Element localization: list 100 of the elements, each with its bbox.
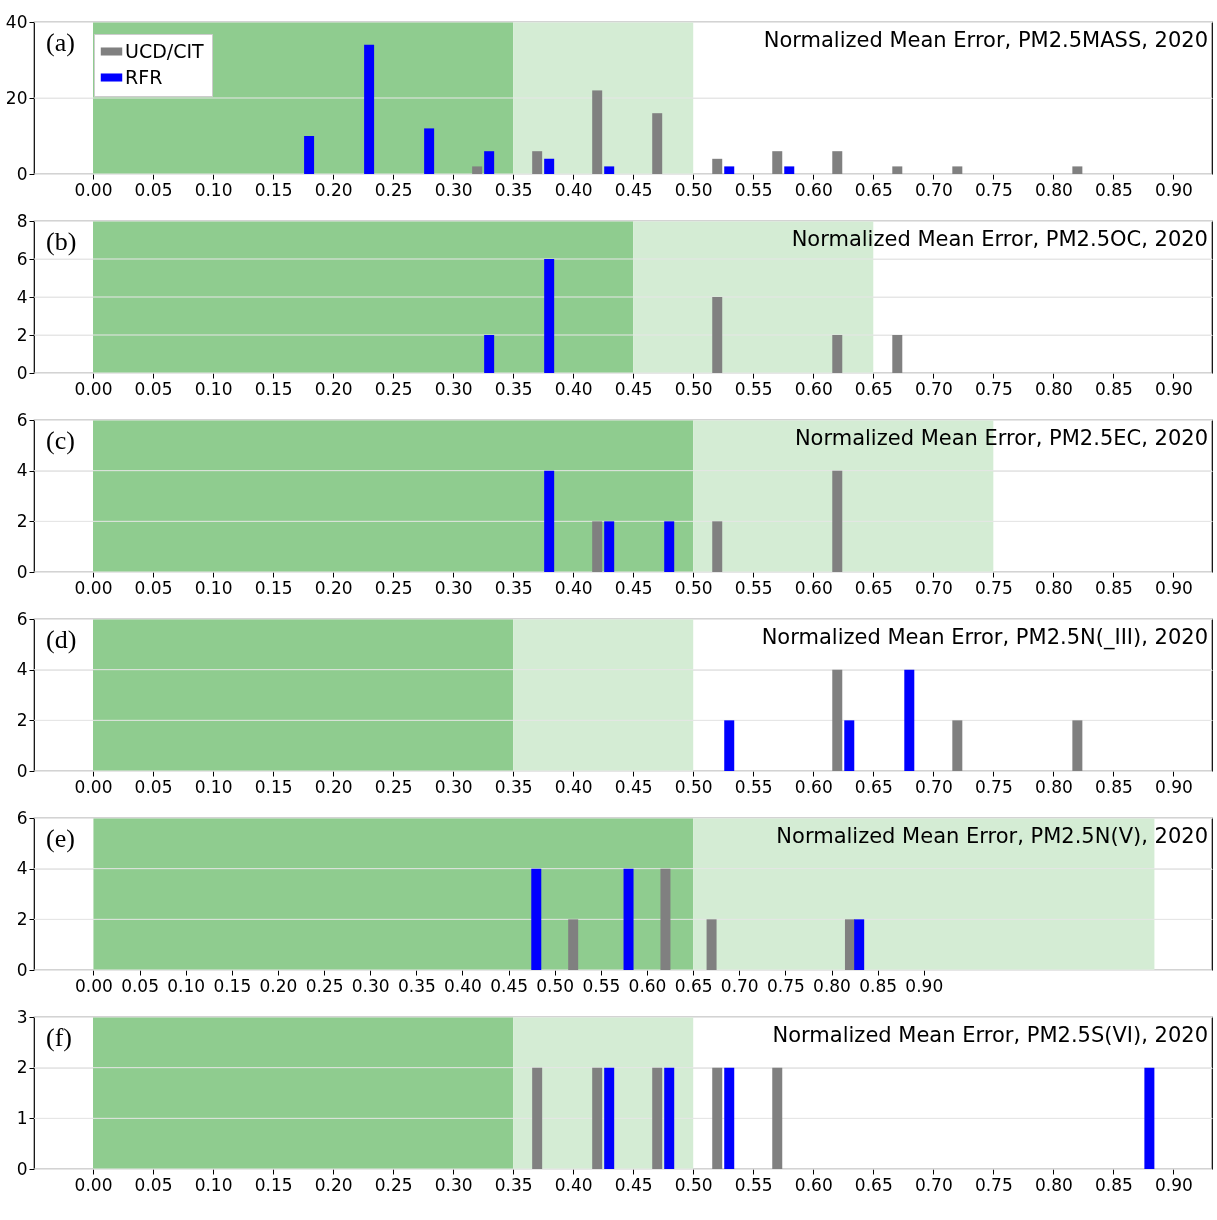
bar xyxy=(532,151,543,174)
x-tick-label: 0.55 xyxy=(734,577,773,598)
bar xyxy=(712,297,723,373)
x-tick-label: 0.75 xyxy=(974,776,1013,797)
x-tick-label: 0.30 xyxy=(434,179,473,200)
y-tick-label: 0 xyxy=(16,959,28,980)
x-tick-label: 0.80 xyxy=(1034,776,1073,797)
x-tick-label: 0.25 xyxy=(305,975,344,996)
x-tick-label: 0.30 xyxy=(434,776,473,797)
y-tick-label: 3 xyxy=(16,1006,28,1027)
x-tick-label: 0.15 xyxy=(254,378,293,399)
y-tick-label: 4 xyxy=(16,659,28,680)
x-tick-label: 0.00 xyxy=(74,776,113,797)
x-tick-label: 0.05 xyxy=(134,179,173,200)
x-tick-label: 0.55 xyxy=(734,378,773,399)
x-tick-label: 0.50 xyxy=(674,577,713,598)
y-tick-label: 2 xyxy=(16,510,28,531)
y-tick-label: 2 xyxy=(16,709,28,730)
x-tick-label: 0.65 xyxy=(854,179,893,200)
x-tick-label: 0.55 xyxy=(582,975,621,996)
x-tick-label: 0.00 xyxy=(74,179,113,200)
y-tick-label: 20 xyxy=(5,87,28,108)
x-tick-label: 0.35 xyxy=(397,975,436,996)
x-tick-label: 0.50 xyxy=(536,975,575,996)
x-tick-label: 0.15 xyxy=(254,179,293,200)
x-tick-label: 0.30 xyxy=(434,378,473,399)
y-tick-label: 6 xyxy=(16,807,28,828)
bar xyxy=(784,166,795,174)
annotation: (e) xyxy=(46,824,75,853)
x-tick-label: 0.80 xyxy=(1034,1174,1073,1195)
x-tick-label: 0.55 xyxy=(734,1174,773,1195)
x-tick-label: 0.25 xyxy=(374,577,413,598)
x-tick-label: 0.10 xyxy=(194,378,233,399)
x-tick-label: 0.45 xyxy=(490,975,529,996)
x-tick-label: 0.05 xyxy=(134,577,173,598)
x-tick-label: 0.70 xyxy=(914,378,953,399)
x-tick-label: 0.35 xyxy=(494,577,533,598)
chart-title: Normalized Mean Error, PM2.5OC, 2020 xyxy=(791,227,1208,251)
y-tick-label: 6 xyxy=(16,608,28,629)
x-tick-label: 0.90 xyxy=(1154,776,1193,797)
x-tick-label: 0.15 xyxy=(254,1174,293,1195)
y-tick-label: 1 xyxy=(16,1107,28,1128)
x-tick-label: 0.30 xyxy=(434,1174,473,1195)
x-tick-label: 0.40 xyxy=(554,378,593,399)
x-tick-label: 0.35 xyxy=(494,1174,533,1195)
x-tick-label: 0.65 xyxy=(854,1174,893,1195)
x-tick-label: 0.60 xyxy=(794,378,833,399)
x-tick-label: 0.15 xyxy=(213,975,252,996)
bar xyxy=(364,44,375,174)
x-tick-label: 0.25 xyxy=(374,1174,413,1195)
y-tick-label: 2 xyxy=(16,324,28,345)
x-tick-label: 0.85 xyxy=(1094,776,1133,797)
x-tick-label: 0.45 xyxy=(614,776,653,797)
x-tick-label: 0.45 xyxy=(614,577,653,598)
bar xyxy=(544,158,555,174)
x-tick-label: 0.10 xyxy=(167,975,206,996)
x-tick-label: 0.40 xyxy=(554,776,593,797)
bar xyxy=(952,166,963,174)
x-tick-label: 0.20 xyxy=(314,776,353,797)
x-tick-label: 0.80 xyxy=(1034,378,1073,399)
x-tick-label: 0.60 xyxy=(794,179,833,200)
x-tick-label: 0.60 xyxy=(794,1174,833,1195)
x-tick-label: 0.85 xyxy=(1094,378,1133,399)
x-tick-label: 0.10 xyxy=(194,776,233,797)
x-tick-label: 0.85 xyxy=(1094,179,1133,200)
x-tick-label: 0.00 xyxy=(74,1174,113,1195)
y-tick-label: 40 xyxy=(5,11,28,32)
x-tick-label: 0.80 xyxy=(1034,179,1073,200)
y-tick-label: 0 xyxy=(16,561,28,582)
chart-title: Normalized Mean Error, PM2.5N(_III), 2020 xyxy=(761,625,1208,650)
bar xyxy=(472,166,483,174)
x-tick-label: 0.25 xyxy=(374,378,413,399)
x-tick-label: 0.75 xyxy=(974,1174,1013,1195)
chart-title: Normalized Mean Error, PM2.5MASS, 2020 xyxy=(763,28,1208,52)
bar xyxy=(304,136,315,174)
y-tick-label: 4 xyxy=(16,858,28,879)
x-tick-label: 0.40 xyxy=(554,577,593,598)
annotation: (c) xyxy=(46,426,75,455)
x-tick-label: 0.90 xyxy=(1154,179,1193,200)
x-tick-label: 0.30 xyxy=(351,975,390,996)
x-tick-label: 0.75 xyxy=(974,378,1013,399)
bar xyxy=(892,335,903,373)
bar xyxy=(832,151,843,174)
annotation: (d) xyxy=(46,625,77,654)
x-tick-label: 0.70 xyxy=(914,1174,953,1195)
x-tick-label: 0.00 xyxy=(74,378,113,399)
y-tick-label: 6 xyxy=(16,409,28,430)
y-tick-label: 6 xyxy=(16,248,28,269)
x-tick-label: 0.65 xyxy=(854,378,893,399)
x-tick-label: 0.15 xyxy=(254,776,293,797)
x-tick-label: 0.35 xyxy=(494,378,533,399)
x-tick-label: 0.05 xyxy=(134,1174,173,1195)
x-tick-label: 0.70 xyxy=(914,179,953,200)
x-tick-label: 0.25 xyxy=(374,179,413,200)
annotation: (f) xyxy=(46,1023,72,1052)
bar xyxy=(592,90,603,174)
x-tick-label: 0.00 xyxy=(74,577,113,598)
x-tick-label: 0.45 xyxy=(614,378,653,399)
chart-title: Normalized Mean Error, PM2.5EC, 2020 xyxy=(794,426,1208,450)
x-tick-label: 0.85 xyxy=(1094,1174,1133,1195)
